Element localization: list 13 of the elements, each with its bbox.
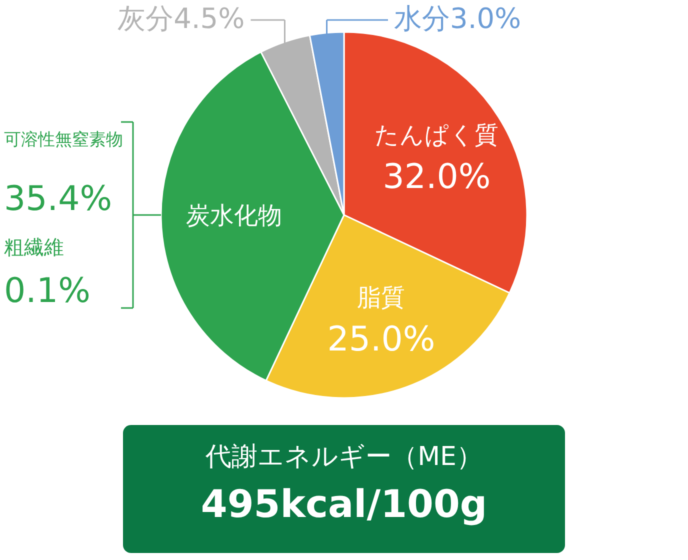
legend-label: 炭水化物: [186, 202, 282, 230]
slice-label: たんぱく質: [374, 121, 499, 150]
text: 0.1%: [4, 271, 90, 311]
text: 代謝エネルギー（ME）: [204, 441, 484, 474]
data-label: 25.0%: [327, 319, 436, 360]
text: 可溶性無窒素物: [4, 130, 123, 150]
slice-label: 水分3.0%: [394, 2, 522, 35]
slice-label: 脂質: [357, 283, 406, 312]
slice-label: 灰分4.5%: [118, 2, 245, 35]
text: 粗繊維: [4, 235, 64, 259]
text: 495kcal/100g: [200, 482, 488, 526]
text: 35.4%: [4, 179, 112, 219]
data-label: 32.0%: [382, 157, 491, 198]
